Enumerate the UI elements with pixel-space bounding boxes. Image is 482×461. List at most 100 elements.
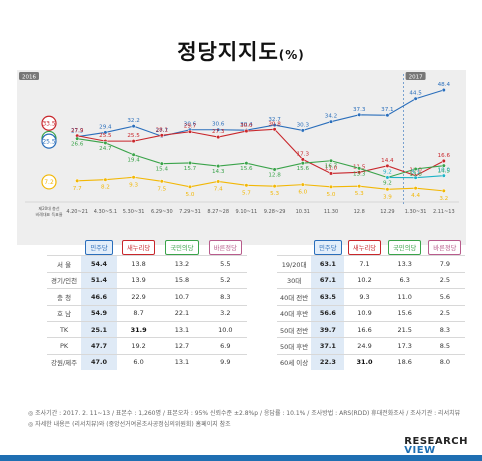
table-row: 60세 이상 22.3 31.0 18.6 8.0 (277, 353, 465, 371)
data-point (272, 184, 277, 189)
data-point (385, 113, 390, 118)
year-marker: 2017 (409, 75, 423, 81)
data-point (385, 175, 390, 180)
table-header: 국민의당 (160, 240, 203, 256)
x-tick-label: 7.29~31 (179, 209, 201, 215)
data-label: 16.6 (438, 153, 451, 159)
data-label: 32.2 (127, 118, 139, 124)
x-tick-label: 8.27~28 (207, 209, 229, 215)
tables-area: 민주당 새누리당 국민의당 바른정당 서 울 54.4 13.8 13.2 5.5 경기/인천 51… (17, 232, 466, 396)
table-cell: 31.0 (344, 353, 385, 371)
party-header-label: 민주당 (314, 240, 342, 256)
data-point (244, 129, 249, 134)
data-point (187, 184, 193, 189)
data-point (244, 183, 249, 188)
data-label: 30.6 (212, 122, 225, 128)
data-label: 5.3 (355, 191, 364, 197)
row-label: 40대 전반 (277, 288, 312, 306)
data-label: 9.2 (383, 180, 392, 186)
x-tick-label: 4.30~5.1 (94, 209, 117, 215)
data-label: 19.4 (127, 158, 140, 164)
series-line (77, 128, 445, 177)
logo-bottom: VIEW (404, 445, 436, 456)
data-label: 25.5 (99, 133, 112, 139)
data-point (103, 140, 108, 145)
party-header-label: 바른정당 (208, 240, 242, 256)
row-label: 30대 (277, 271, 312, 289)
data-point (244, 161, 249, 166)
party-header-label: 국민의당 (165, 240, 199, 256)
table-cell: 13.3 (384, 255, 425, 273)
data-point (103, 177, 108, 182)
table-cell: 5.5 (203, 255, 247, 273)
table-cell: 9.9 (203, 353, 247, 371)
data-point (159, 179, 164, 184)
data-label: 5.0 (327, 192, 336, 198)
x-tick-label: 9.28~29 (264, 209, 286, 215)
table-cell: 6.0 (116, 353, 161, 371)
year-marker-bg (405, 72, 426, 80)
x-tick-label: 11.30 (324, 209, 338, 215)
data-label: 34.2 (325, 114, 337, 120)
data-label: 9.3 (129, 182, 138, 188)
table-row: 50대 후반 37.1 24.9 17.3 8.5 (277, 337, 465, 355)
row-label: 충 청 (47, 288, 82, 306)
series-line (77, 176, 444, 192)
party-header-label: 국민의당 (388, 240, 422, 256)
data-point (300, 128, 305, 133)
data-label: 6.0 (298, 190, 307, 196)
data-point (385, 187, 390, 192)
table-cell: 46.6 (81, 288, 117, 306)
data-label: 29.4 (99, 124, 112, 130)
table-cell: 22.3 (311, 353, 345, 371)
data-point (187, 160, 193, 166)
table-cell: 12.7 (160, 337, 204, 355)
data-point (413, 175, 418, 180)
table-cell: 9.3 (344, 288, 385, 306)
table-cell: 10.9 (344, 304, 385, 322)
table-cell: 63.1 (311, 255, 345, 273)
data-label: 12.8 (268, 172, 281, 178)
data-label: 5.3 (270, 191, 279, 197)
data-point (441, 87, 446, 93)
data-point (328, 158, 334, 163)
data-label: 26.6 (71, 142, 84, 148)
table-cell: 24.9 (344, 337, 385, 355)
x-tick-label: 제20대 총선 (38, 205, 59, 211)
data-point (272, 123, 277, 128)
data-point (131, 175, 136, 180)
data-label: 9.2 (383, 169, 392, 175)
data-label: 24.7 (99, 146, 112, 152)
row-label: TK (47, 320, 82, 338)
row-label: 경기/인천 (47, 271, 82, 289)
table-header-row: 민주당 새누리당 국민의당 바른정당 (277, 240, 465, 256)
table-cell: 37.1 (311, 337, 345, 355)
row-label: 50대 후반 (277, 337, 312, 355)
data-label: 16.7 (325, 164, 338, 170)
data-label: 9.1 (411, 170, 420, 176)
data-label: 37.3 (353, 107, 366, 113)
data-point (413, 96, 418, 101)
data-point (328, 184, 334, 189)
table-cell: 39.7 (311, 320, 345, 338)
year-marker: 2016 (22, 75, 36, 81)
data-label: 7.7 (73, 186, 82, 192)
baseline-marker (41, 133, 57, 149)
x-tick-label: 4.20~21 (66, 209, 88, 215)
table-cell: 31.9 (116, 320, 161, 338)
notes-line-1: ◎ 조사기간 : 2017. 2. 11~13 / 표본수 : 1,260명 /… (28, 410, 461, 417)
table-cell: 2.5 (424, 271, 465, 289)
row-label: 19/20대 (277, 255, 312, 273)
table-cell: 11.0 (384, 288, 425, 306)
baseline-marker (41, 115, 57, 131)
table-corner (47, 240, 81, 256)
data-label: 44.5 (409, 91, 422, 97)
party-header-label: 바른정당 (428, 240, 462, 256)
data-point (357, 184, 362, 189)
notes-line-2: ◎ 자세한 내용은 (리서치뷰)와 (중앙선거여론조사공정심의위원회) 홈페이지… (28, 421, 231, 428)
data-label: 14.4 (381, 158, 394, 164)
data-point (357, 170, 362, 175)
age-table: 민주당 새누리당 국민의당 바른정당 19/20대 63.1 7.1 13.3 7.9 30대 67… (277, 240, 465, 371)
table-header: 민주당 (311, 240, 344, 256)
